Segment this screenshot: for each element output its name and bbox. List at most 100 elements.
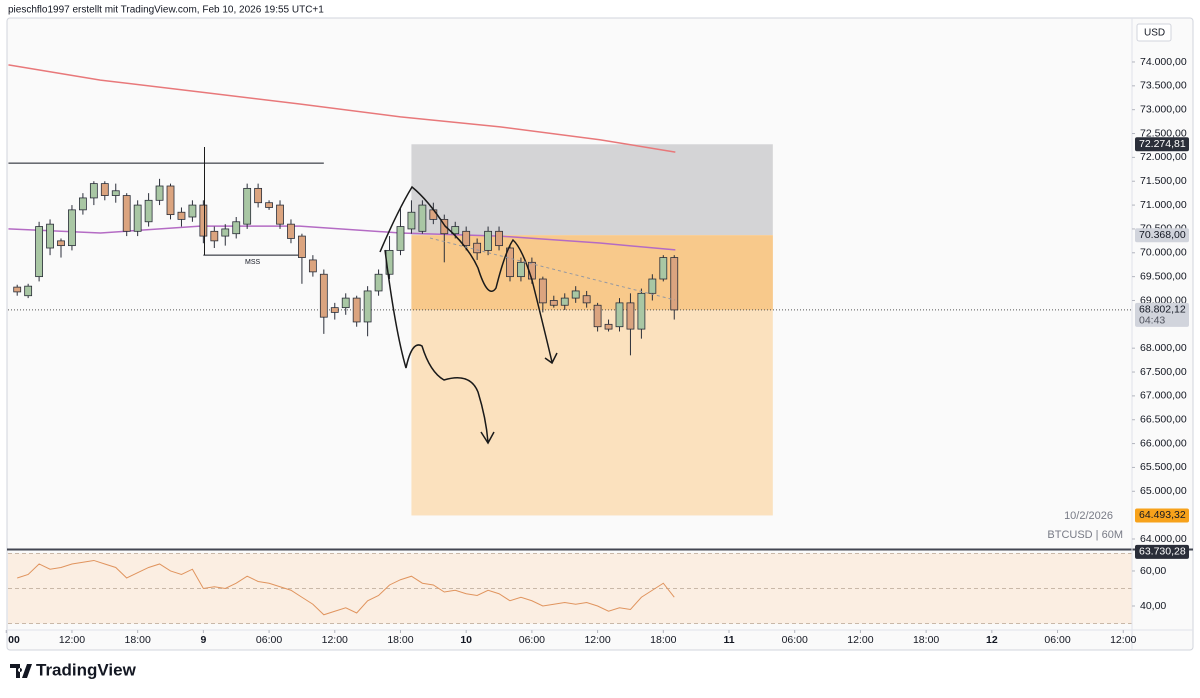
x-tick-label: 12:00 xyxy=(1110,634,1136,646)
x-tick-label: 18:00 xyxy=(387,634,413,646)
candle-body xyxy=(57,240,65,247)
candle-body xyxy=(462,230,471,247)
candle-body xyxy=(538,278,547,304)
candle-body xyxy=(495,230,503,247)
y-tick-label: 60,00 xyxy=(1140,565,1166,577)
currency: USD xyxy=(1144,28,1165,39)
candle-body xyxy=(79,197,87,211)
rsi-line xyxy=(17,559,675,616)
y-tick-label: 74.000,00 xyxy=(1140,56,1187,68)
stop-label: 72.274,81 xyxy=(1139,138,1186,150)
entry-label-box xyxy=(1135,228,1189,243)
level-label-box xyxy=(1135,544,1189,559)
y-tick-label: 73.500,00 xyxy=(1140,80,1187,92)
symbol-label: BTCUSD | 60M xyxy=(1047,529,1123,541)
freehand-path xyxy=(379,185,553,363)
main-pane: MSS xyxy=(8,64,1132,625)
candle-body xyxy=(308,259,317,273)
usd-box: USD xyxy=(1136,23,1172,42)
y-tick-label: 65.000,00 xyxy=(1140,485,1187,497)
usd-frame xyxy=(1136,23,1172,42)
candle-body xyxy=(363,290,372,323)
x-tick-label: 06:00 xyxy=(256,634,282,646)
candle-body xyxy=(254,187,263,204)
candle-body xyxy=(319,273,328,318)
y-tick-label: 68.000,00 xyxy=(1140,342,1187,354)
y-tick-label: 71.500,00 xyxy=(1140,175,1187,187)
x-tick-label: 00 xyxy=(8,634,20,646)
y-tick-label: 67.000,00 xyxy=(1140,390,1187,402)
candle-body xyxy=(517,261,525,278)
candle-body xyxy=(122,195,131,232)
arrow-head xyxy=(480,431,495,445)
candle-body xyxy=(298,235,306,258)
candle-body xyxy=(396,226,405,251)
x-tick-label: 06:00 xyxy=(782,634,808,646)
stop-zone xyxy=(411,144,773,236)
candle-body xyxy=(484,230,492,251)
candle-body xyxy=(549,300,558,306)
candle-body xyxy=(451,226,460,235)
candle-body xyxy=(418,204,427,232)
candle-body xyxy=(155,185,164,201)
x-tick-label: 12:00 xyxy=(584,634,610,646)
entry-label: 70.368,00 xyxy=(1139,229,1186,241)
x-tick-label: 18:00 xyxy=(125,634,151,646)
candle-body xyxy=(188,204,197,218)
candle-body xyxy=(330,307,339,313)
candle-body xyxy=(341,297,350,309)
x-tick-label: 18:00 xyxy=(913,634,939,646)
candle-body xyxy=(100,183,109,196)
candle-body xyxy=(232,221,241,235)
brand-logo xyxy=(10,664,32,678)
candle-body xyxy=(374,273,383,292)
x-tick-label: 11 xyxy=(723,634,734,646)
candle-body xyxy=(626,302,635,330)
candle-body xyxy=(506,247,514,278)
drawings xyxy=(204,147,676,445)
candle-body xyxy=(89,183,98,199)
y-tick-label: 69.500,00 xyxy=(1140,270,1187,282)
candle-body xyxy=(35,226,44,278)
moving-average xyxy=(8,225,676,251)
y-tick-label: 66.500,00 xyxy=(1140,414,1187,426)
candle-body xyxy=(68,209,76,247)
last-price-label: 68.802,12 xyxy=(1139,304,1186,316)
freehand-path xyxy=(384,249,489,443)
candle-body xyxy=(221,228,230,237)
x-tick-label: 06:00 xyxy=(1044,634,1070,646)
candle-body xyxy=(276,204,284,225)
candle-body xyxy=(648,278,657,294)
candle-body xyxy=(352,297,361,323)
brand-name: TradingView xyxy=(36,660,137,679)
y-tick-label: 65.500,00 xyxy=(1140,461,1187,473)
candle-body xyxy=(571,290,580,299)
candle-body xyxy=(133,204,142,232)
date-label: 10/2/2026 xyxy=(1064,510,1113,522)
axes: 74.000,00 73.500,00 73.000,00 72.500,00 72.0… xyxy=(5,56,1189,646)
level-label: 63.730,28 xyxy=(1139,546,1186,558)
candle-body xyxy=(429,209,438,220)
trend-line xyxy=(429,237,676,301)
candle-body xyxy=(199,204,208,237)
x-tick-label: 9 xyxy=(200,634,206,646)
x-tick-label: 18:00 xyxy=(650,634,676,646)
x-tick-label: 06:00 xyxy=(519,634,545,646)
y-tick-label: 67.500,00 xyxy=(1140,366,1187,378)
x-tick-label: 10 xyxy=(460,634,472,646)
candle-body xyxy=(144,199,153,223)
open-profit-zone xyxy=(411,235,773,310)
x-tick-label: 12 xyxy=(986,634,998,646)
candle-body xyxy=(407,211,416,230)
candle-body xyxy=(24,285,33,297)
mss-label: MSS xyxy=(245,259,261,266)
candle-body xyxy=(111,190,120,196)
target-label: 64.493,32 xyxy=(1139,509,1186,521)
candle-body xyxy=(13,286,22,293)
x-tick-label: 12:00 xyxy=(847,634,873,646)
y-tick-label: 72.500,00 xyxy=(1140,127,1187,139)
moving-average xyxy=(8,64,676,153)
candle-body xyxy=(287,223,295,239)
x-tick-label: 12:00 xyxy=(322,634,348,646)
